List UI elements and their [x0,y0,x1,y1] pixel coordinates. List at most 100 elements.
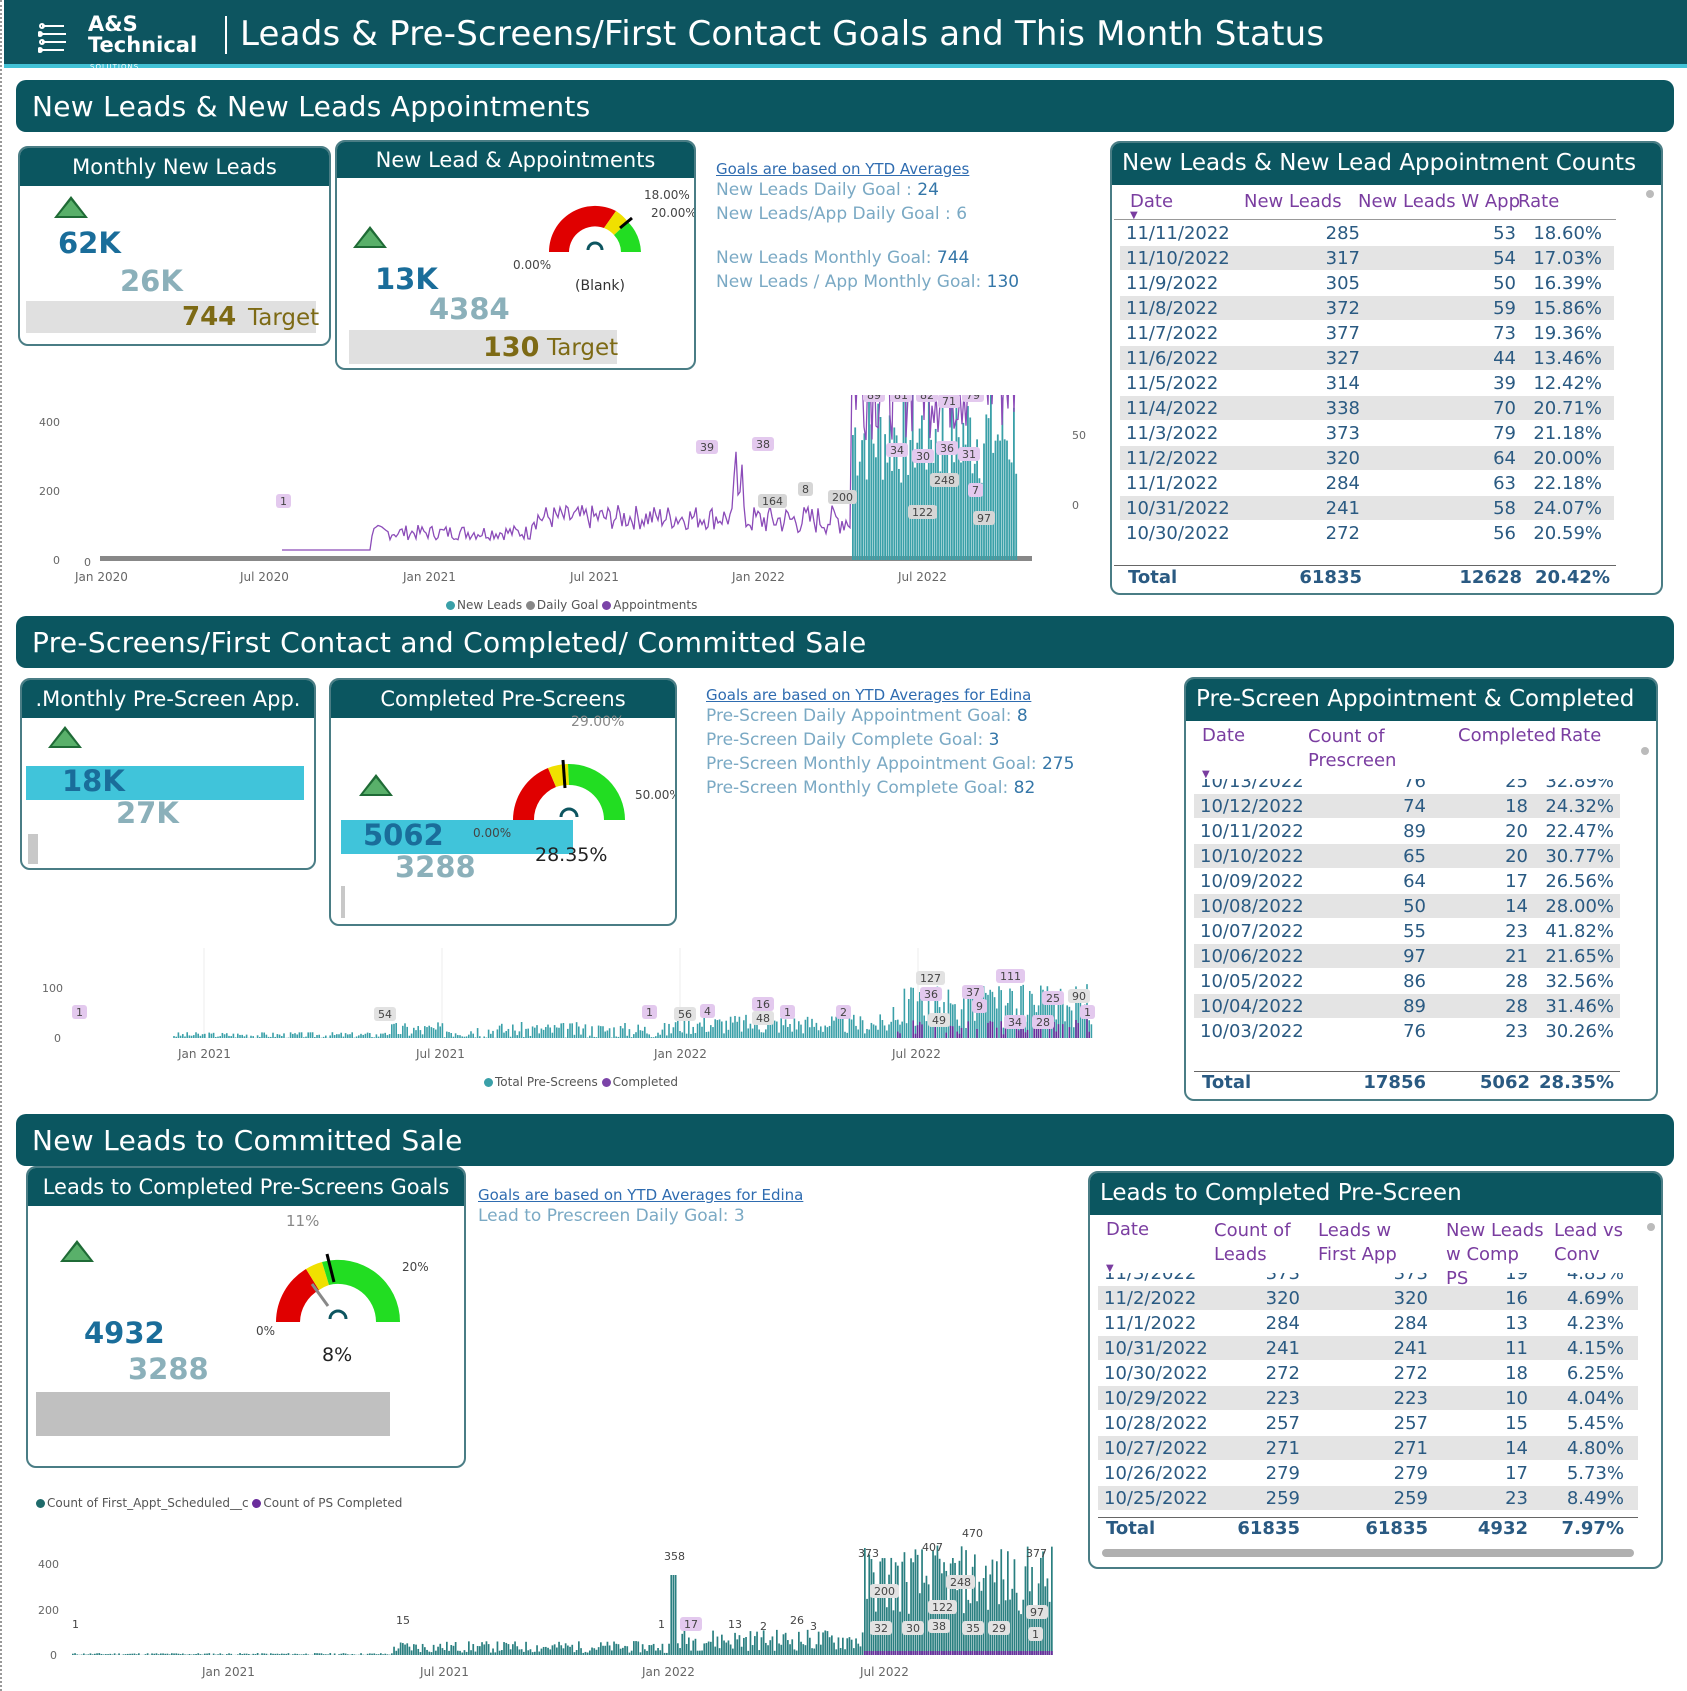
kpi-new-lead-appointments[interactable]: New Lead & Appointments 13K 4384 130 Tar… [335,140,696,370]
table-row[interactable]: 11/10/2022 317 54 17.03% [1120,246,1614,271]
table-row[interactable]: 10/05/2022 86 28 32.56% [1194,969,1620,994]
table-row[interactable]: 10/26/2022 279 279 17 5.73% [1098,1461,1638,1486]
data-label-bg [916,971,945,985]
kpi-leads-to-completed[interactable]: Leads to Completed Pre-Screens Goals 493… [26,1166,466,1468]
pre-screen-bar [745,1014,747,1038]
table-leads-to-completed-pre-screen[interactable]: Leads to Completed Pre-Screen Date Count… [1088,1171,1663,1569]
table-row[interactable]: 10/03/2022 76 23 30.26% [1194,1019,1620,1044]
ps-completed-bar [1040,1651,1042,1655]
sort-desc-icon[interactable]: ▼ [1106,1263,1114,1274]
new-leads-bar [994,440,997,560]
total-rule [1098,1517,1638,1518]
table-row[interactable]: 11/2/2022 320 64 20.00% [1120,446,1614,471]
first-appt-bar [375,1654,378,1655]
table-cell: 257 [1265,1413,1300,1434]
col-header-rate[interactable]: Rate [1560,725,1602,746]
table-row[interactable]: 10/04/2022 89 28 31.46% [1194,994,1620,1019]
col-header-new-leads[interactable]: New Leads [1244,191,1342,212]
data-label: 97 [977,512,991,525]
col-header-new-leads-w-app[interactable]: New Leads W App [1358,191,1521,212]
table-row[interactable]: 11/3/2022 373 373 19 4.85% [1098,1273,1638,1286]
table-row[interactable]: 11/5/2022 314 39 12.42% [1120,371,1614,396]
table-row[interactable]: 11/8/2022 372 59 15.86% [1120,296,1614,321]
table-row[interactable]: 10/30/2022 272 56 20.59% [1120,521,1614,546]
kpi-completed-pre-screens[interactable]: Completed Pre-Screens 5062 3288 29.00% 5… [329,678,677,926]
table-row[interactable]: 10/08/2022 50 14 28.00% [1194,894,1620,919]
col-header-count-of-leads[interactable]: Count of Leads [1214,1220,1291,1265]
col-header-leads-w-first-app[interactable]: Leads w First App [1318,1220,1397,1265]
table-cell: 76 [1403,1021,1426,1042]
goals-link[interactable]: Goals are based on YTD Averages for Edin… [478,1186,804,1204]
data-label: 164 [762,495,783,508]
pre-screen-bar [714,1019,716,1038]
table-row[interactable]: 10/10/2022 65 20 30.77% [1194,844,1620,869]
table-row[interactable]: 10/07/2022 55 23 41.82% [1194,919,1620,944]
table-row[interactable]: 11/6/2022 327 44 13.46% [1120,346,1614,371]
pre-screen-bar [857,1029,859,1038]
kpi-monthly-pre-screen-app[interactable]: .Monthly Pre-Screen App. 18K 27K [20,678,316,870]
pre-screen-bar [685,1033,688,1038]
table-row[interactable]: 10/27/2022 271 271 14 4.80% [1098,1436,1638,1461]
goals-link[interactable]: Goals are based on YTD Averages for Edin… [706,686,1032,704]
table-row[interactable]: 11/9/2022 305 50 16.39% [1120,271,1614,296]
table-row[interactable]: 10/12/2022 74 18 24.32% [1194,794,1620,819]
pre-screen-bar [549,1027,551,1038]
table-row[interactable]: 10/25/2022 259 259 23 8.49% [1098,1486,1638,1511]
sort-desc-icon[interactable]: ▼ [1202,769,1210,780]
first-appt-bar [1026,1546,1029,1655]
scrollbar[interactable] [1647,1223,1655,1231]
scrollbar[interactable] [1646,190,1654,198]
table-row[interactable]: 10/13/2022 76 25 32.89% [1194,779,1620,794]
col-header-date[interactable]: Date [1130,191,1174,212]
table-cell: 10/27/2022 [1104,1438,1208,1459]
first-appt-bar [870,1558,873,1655]
col-header-date[interactable]: Date [1202,725,1246,746]
col-header-completed[interactable]: Completed [1458,725,1557,746]
table-row[interactable]: 10/31/2022 241 241 11 4.15% [1098,1336,1638,1361]
table-row[interactable]: 10/28/2022 257 257 15 5.45% [1098,1411,1638,1436]
table-cell: 241 [1393,1338,1428,1359]
pre-screen-bar [430,1027,433,1038]
chart-leads-to-committed-sale[interactable]: 0 200 400 Jan 2021 Jul 2021 Jan 2022 Jul 2022 1… [32,1520,1062,1680]
first-appt-bar [901,1561,904,1655]
first-appt-bar [272,1653,274,1655]
table-row[interactable]: 11/3/2022 373 79 21.18% [1120,421,1614,446]
table-new-leads-appointments[interactable]: New Leads & New Lead Appointment Counts … [1110,141,1663,595]
total-label: Total [1128,567,1178,588]
col-header-date[interactable]: Date [1106,1219,1150,1240]
horizontal-scrollbar[interactable] [1102,1549,1634,1557]
first-appt-bar [133,1653,136,1655]
table-row[interactable]: 11/4/2022 338 70 20.71% [1120,396,1614,421]
table-row[interactable]: 11/11/2022 285 53 18.60% [1120,221,1614,246]
table-row[interactable]: 10/11/2022 89 20 22.47% [1194,819,1620,844]
table-row[interactable]: 11/7/2022 377 73 19.36% [1120,321,1614,346]
col-header-lead-vs-conv[interactable]: Lead vs Conv [1554,1220,1623,1265]
target-bar [28,834,38,864]
table-row[interactable]: 10/30/2022 272 272 18 6.25% [1098,1361,1638,1386]
table-pre-screen-appointment-completed[interactable]: Pre-Screen Appointment & Completed Date … [1184,677,1658,1101]
col-header-new-leads-comp-ps[interactable]: New Leads w Comp PS [1446,1220,1544,1289]
sort-desc-icon[interactable]: ▼ [1130,210,1138,221]
chart3-legend: Count of First_Appt_Scheduled__c Count o… [36,1496,402,1510]
first-appt-bar [318,1653,321,1655]
table-row[interactable]: 10/29/2022 223 223 10 4.04% [1098,1386,1638,1411]
first-appt-bar [657,1648,659,1655]
chart-pre-screens[interactable]: 100 0 Jan 2021 Jul 2021 Jan 2022 Jul 2022 1 54 1… [32,946,1112,1061]
scrollbar[interactable] [1641,747,1649,755]
first-appt-bar [732,1648,734,1655]
first-appt-bar [652,1643,655,1655]
table-row[interactable]: 10/06/2022 97 21 21.65% [1194,944,1620,969]
col-header-count-of-prescreen[interactable]: Count of Prescreen [1308,726,1397,771]
table-row[interactable]: 10/31/2022 241 58 24.07% [1120,496,1614,521]
first-appt-bar [817,1631,820,1655]
table-row[interactable]: 10/09/2022 64 17 26.56% [1194,869,1620,894]
completed-bar [952,1026,954,1038]
completed-bar [919,1021,921,1038]
goals-link[interactable]: Goals are based on YTD Averages [716,160,970,178]
col-header-rate[interactable]: Rate [1518,191,1560,212]
table-row[interactable]: 11/1/2022 284 63 22.18% [1120,471,1614,496]
kpi-monthly-new-leads[interactable]: Monthly New Leads 62K 26K 744 Target [18,146,331,346]
table-row[interactable]: 11/1/2022 284 284 13 4.23% [1098,1311,1638,1336]
table-row[interactable]: 11/2/2022 320 320 16 4.69% [1098,1286,1638,1311]
